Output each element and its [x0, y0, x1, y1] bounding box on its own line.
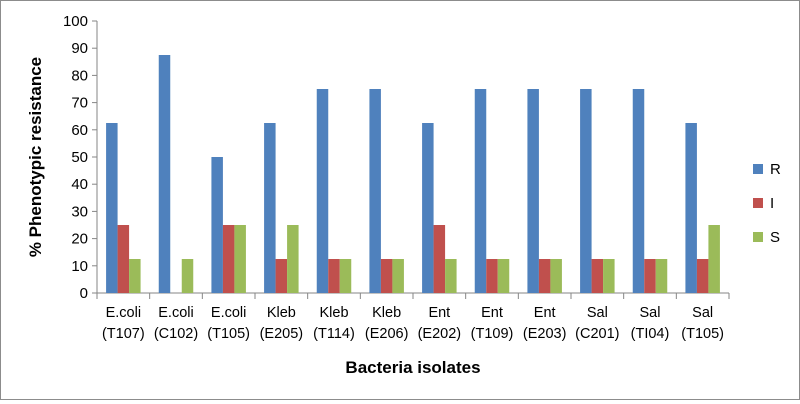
y-tick-label: 100 — [63, 13, 88, 30]
bar-R-2 — [211, 157, 223, 293]
x-category-label: (T105) — [207, 326, 250, 342]
y-tick-label: 80 — [71, 67, 88, 84]
bar-I-10 — [644, 259, 656, 293]
x-category-label: (T109) — [471, 326, 514, 342]
y-axis-ticks: 0 10 20 30 40 50 60 70 80 90 100 — [63, 13, 97, 302]
legend-swatch-I — [753, 198, 763, 208]
bar-R-7 — [474, 89, 487, 293]
bar-I-6 — [433, 225, 446, 293]
y-tick-label: 90 — [71, 40, 88, 57]
bar-S-9 — [603, 259, 615, 293]
x-category-label: Sal — [692, 305, 713, 321]
legend-label-R: R — [770, 161, 781, 178]
y-tick-label: 10 — [71, 258, 88, 275]
bar-R-1 — [158, 55, 171, 293]
y-tick-label: 40 — [71, 176, 88, 193]
legend-label-S: S — [770, 229, 780, 246]
y-axis-title: % Phenotypic resistance — [26, 57, 45, 257]
bar-S-10 — [655, 259, 668, 293]
x-axis-title: Bacteria isolates — [345, 358, 480, 377]
legend: RIS — [753, 161, 781, 246]
y-tick-label: 20 — [71, 231, 88, 248]
bars — [106, 55, 720, 293]
bar-R-0 — [106, 123, 118, 293]
bar-R-4 — [316, 89, 329, 293]
legend-label-I: I — [770, 195, 774, 212]
x-category-label: (C102) — [154, 326, 198, 342]
x-category-label: Sal — [640, 305, 661, 321]
bar-I-9 — [591, 259, 604, 293]
x-category-label: Ent — [481, 305, 503, 321]
bar-S-6 — [445, 259, 457, 293]
x-category-label: Ent — [428, 305, 450, 321]
bar-S-7 — [497, 259, 510, 293]
x-category-label: (C201) — [575, 326, 619, 342]
y-tick-label: 60 — [71, 122, 88, 139]
y-tick-label: 70 — [71, 95, 88, 112]
x-category-label: (E205) — [260, 326, 304, 342]
x-category-label: E.coli — [106, 305, 141, 321]
bar-I-2 — [222, 225, 235, 293]
bar-R-8 — [527, 89, 539, 293]
bar-R-10 — [632, 89, 645, 293]
y-tick-label: 0 — [80, 285, 88, 302]
bar-S-2 — [234, 225, 246, 293]
bar-I-5 — [380, 259, 393, 293]
bar-R-5 — [369, 89, 381, 293]
bar-S-11 — [708, 225, 720, 293]
y-tick-label: 50 — [71, 149, 88, 166]
bar-I-8 — [538, 259, 551, 293]
bar-R-3 — [264, 123, 276, 293]
bar-I-0 — [117, 225, 130, 293]
x-category-label: (TI04) — [631, 326, 670, 342]
bar-R-9 — [580, 89, 592, 293]
x-axis-labels: E.coli (T107) E.coli (C102) E.coli (T105) Kleb… — [102, 305, 724, 342]
x-category-label: (T107) — [102, 326, 145, 342]
bar-S-4 — [339, 259, 352, 293]
bar-I-11 — [696, 259, 709, 293]
x-category-label: E.coli — [211, 305, 246, 321]
bar-I-7 — [486, 259, 498, 293]
x-category-label: Kleb — [319, 305, 348, 321]
x-category-label: Sal — [587, 305, 608, 321]
bar-I-4 — [328, 259, 340, 293]
legend-swatch-S — [753, 232, 763, 242]
bar-R-11 — [685, 123, 697, 293]
x-category-label: Kleb — [372, 305, 401, 321]
y-tick-label: 30 — [71, 203, 88, 220]
x-category-label: Ent — [534, 305, 556, 321]
bar-S-1 — [181, 259, 194, 293]
x-category-label: (E206) — [365, 326, 409, 342]
x-category-label: (E202) — [418, 326, 462, 342]
bar-S-3 — [287, 225, 299, 293]
x-category-label: E.coli — [158, 305, 193, 321]
x-category-label: (T105) — [681, 326, 724, 342]
x-category-label: Kleb — [267, 305, 296, 321]
bar-I-3 — [275, 259, 288, 293]
bar-S-0 — [129, 259, 141, 293]
x-category-label: (E203) — [523, 326, 567, 342]
legend-swatch-R — [753, 164, 763, 174]
bar-S-5 — [392, 259, 404, 293]
bar-S-8 — [550, 259, 562, 293]
x-category-label: (T114) — [313, 326, 355, 342]
bar-R-6 — [422, 123, 434, 293]
